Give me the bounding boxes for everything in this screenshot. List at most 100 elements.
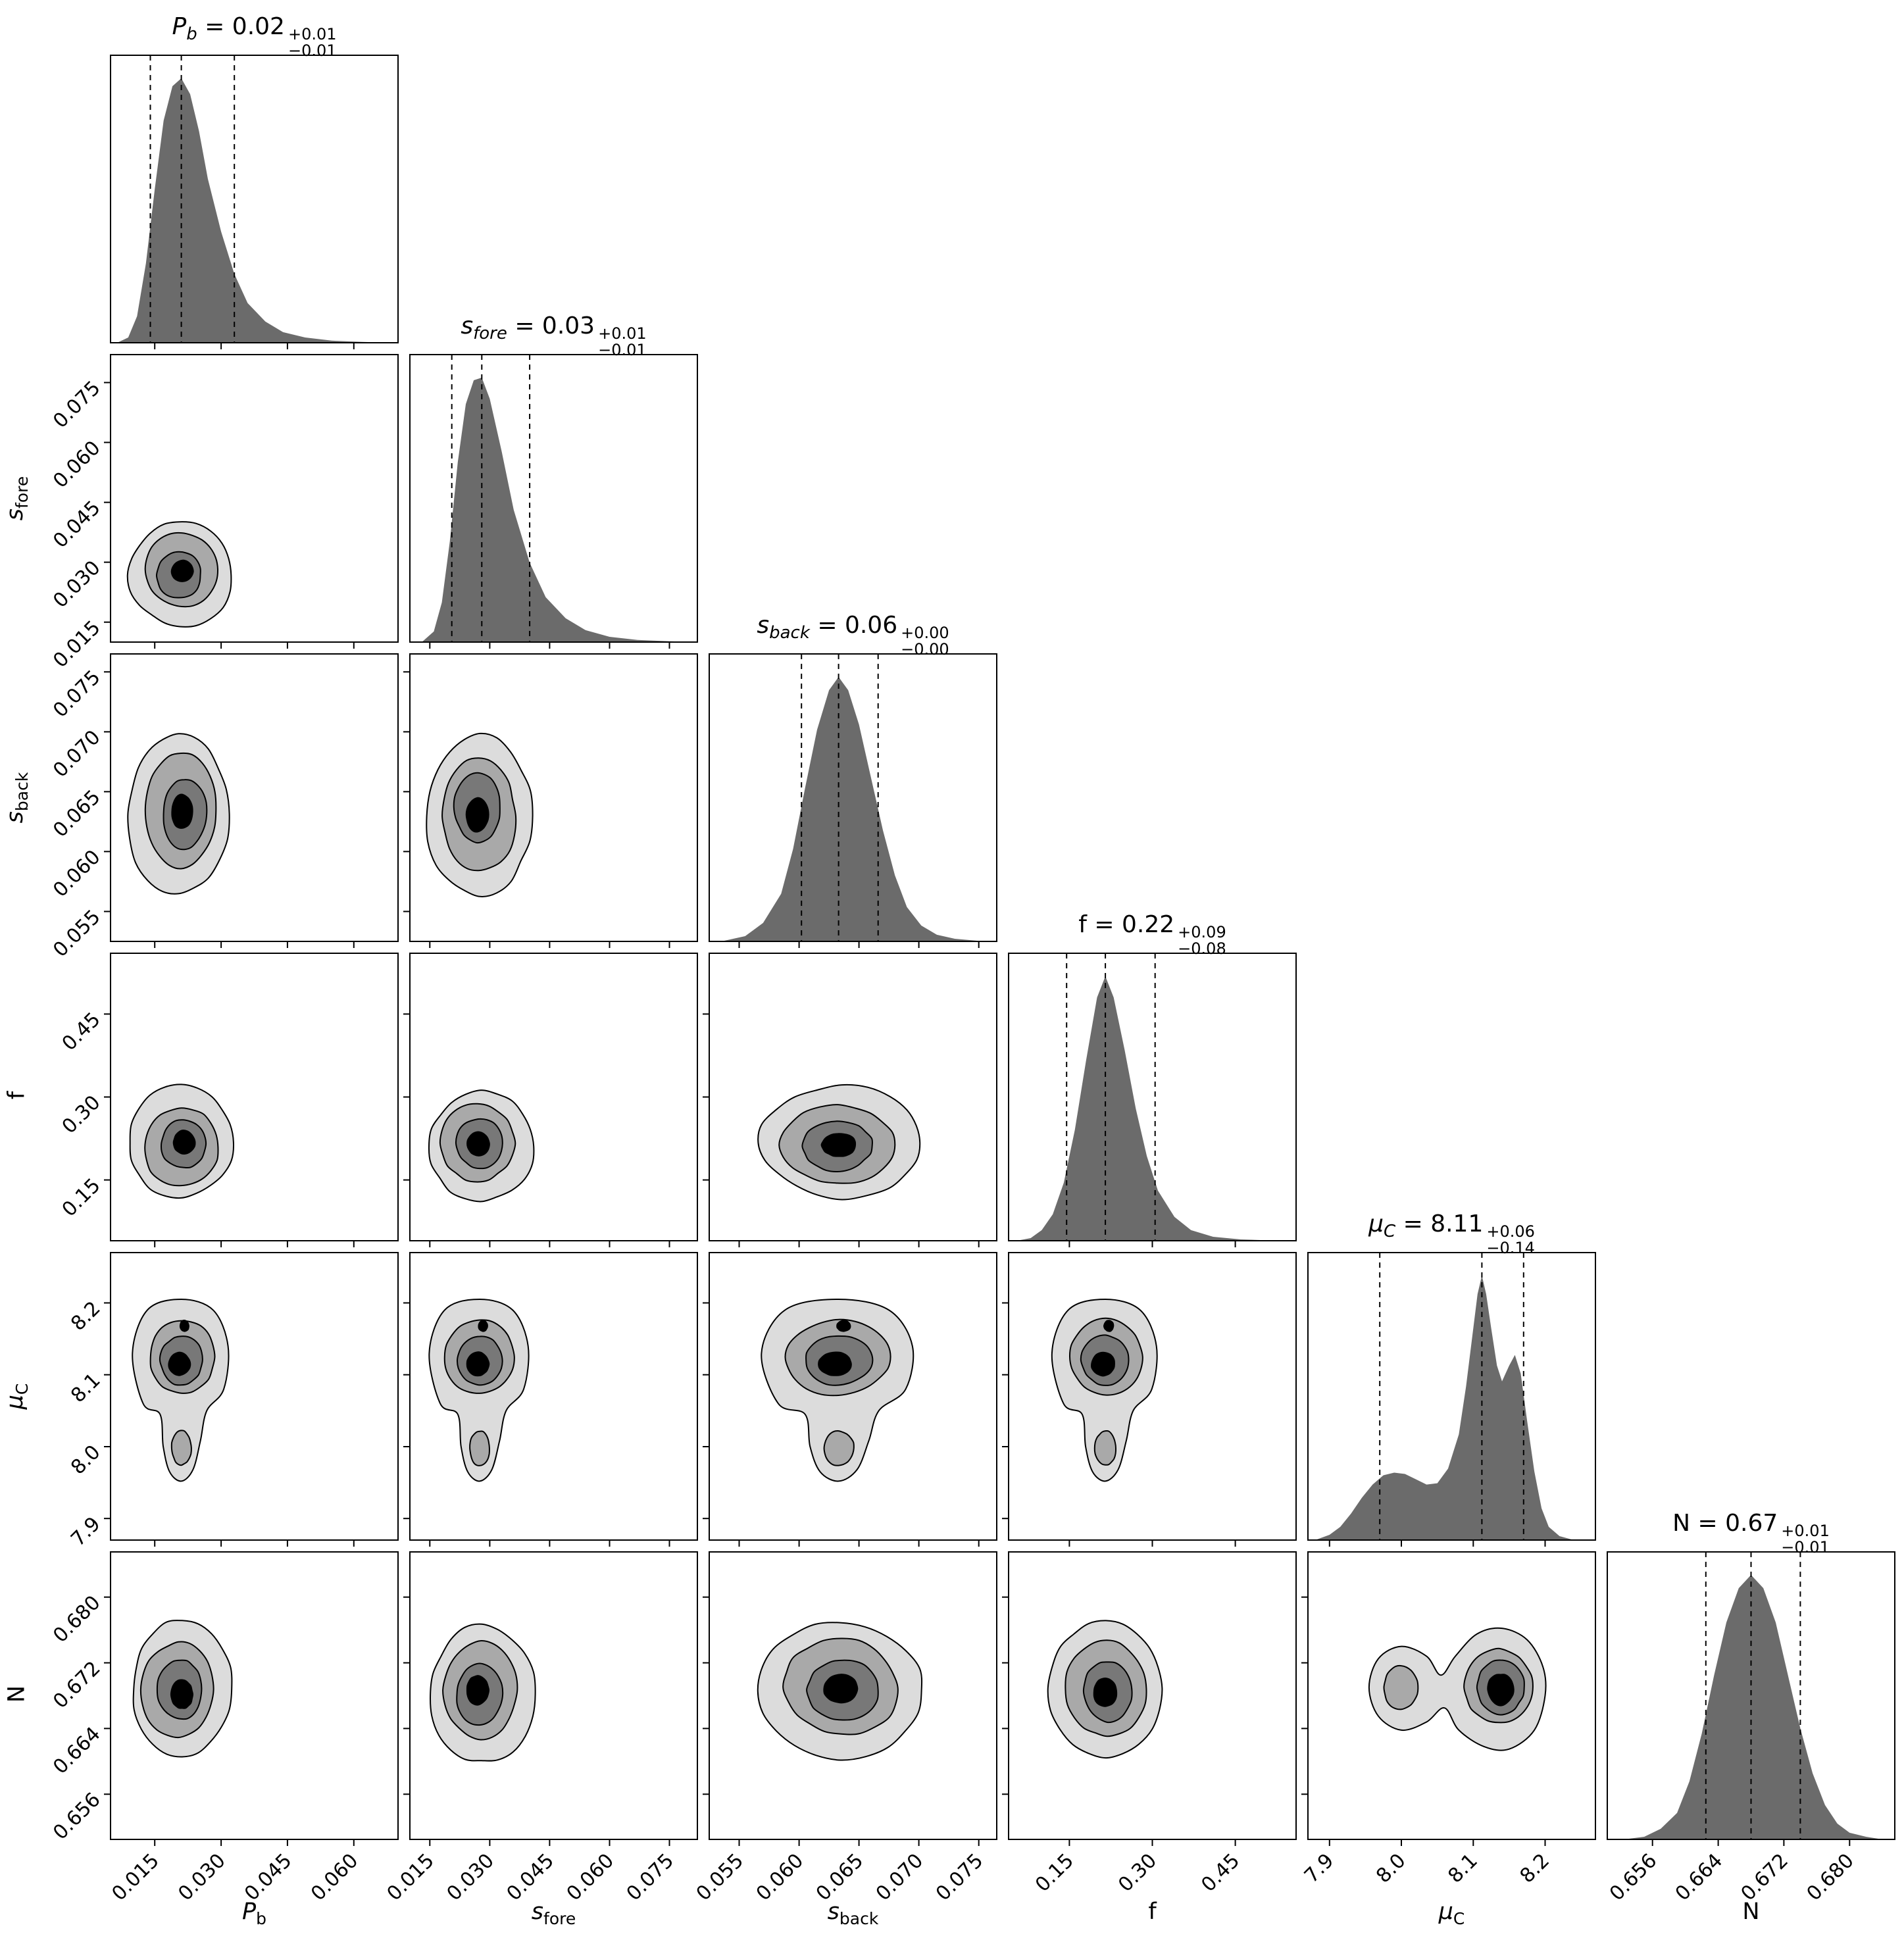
histogram-f bbox=[1016, 976, 1280, 1241]
y-tick-label-f: 0.30 bbox=[58, 1091, 105, 1138]
y-tick-label-sback: 0.065 bbox=[49, 785, 105, 841]
x-tick-label-sfore: 0.075 bbox=[622, 1849, 678, 1905]
contour-l1-f-muC bbox=[1093, 1430, 1117, 1466]
contour-l3-f-N bbox=[1093, 1677, 1118, 1707]
histogram-sback bbox=[721, 677, 985, 941]
title-muc: μC = 8.11 +0.06 −0.14 bbox=[1368, 1210, 1535, 1258]
panel-border-sfore-sfore bbox=[409, 354, 698, 643]
contour-l1-sback-muC bbox=[823, 1430, 855, 1466]
x-axis-label-n: N bbox=[1742, 1899, 1760, 1925]
x-tick-label-f: 0.30 bbox=[1114, 1849, 1161, 1897]
x-tick-label-sback: 0.070 bbox=[872, 1849, 928, 1905]
x-axis-label-sback: sback bbox=[827, 1899, 879, 1928]
panel-sfore-N bbox=[430, 1623, 536, 1762]
y-tick-label-f: 0.45 bbox=[58, 1008, 105, 1055]
x-tick-label-sfore: 0.045 bbox=[503, 1849, 559, 1905]
contour-l3-sfore-N bbox=[466, 1675, 490, 1706]
title-n-minus: −0.01 bbox=[1781, 1538, 1830, 1557]
panel-border-sfore-f bbox=[409, 953, 698, 1241]
panel-Pb-muC bbox=[132, 1298, 230, 1482]
title-sfore: sfore = 0.03 +0.01 −0.01 bbox=[461, 312, 647, 360]
x-tick-label-sback: 0.065 bbox=[812, 1849, 868, 1905]
panel-muC-N bbox=[1368, 1627, 1547, 1751]
y-tick-label-muC: 8.2 bbox=[66, 1297, 105, 1335]
title-f: f = 0.22 +0.09 −0.08 bbox=[1078, 911, 1226, 959]
panel-border-f-muC bbox=[1008, 1252, 1297, 1541]
title-pb: Pb = 0.02 +0.01 −0.01 bbox=[172, 13, 337, 61]
panel-sfore-f bbox=[428, 1089, 535, 1203]
contour-l3-sfore-muC bbox=[478, 1319, 488, 1332]
y-tick-label-muC: 7.9 bbox=[66, 1512, 105, 1551]
y-axis-label-sfore: sfore bbox=[2, 476, 32, 521]
contour-l3-sback-f bbox=[820, 1133, 857, 1157]
panel-border-sfore-sback bbox=[409, 653, 698, 942]
x-axis-label-f: f bbox=[1148, 1899, 1157, 1925]
x-tick-label-N: 0.656 bbox=[1605, 1849, 1661, 1905]
panel-Pb-sback bbox=[127, 733, 230, 895]
x-axis-label-muc: μC bbox=[1438, 1899, 1465, 1928]
panel-muC-muC bbox=[1315, 1253, 1574, 1540]
y-tick-label-muC: 8.1 bbox=[66, 1369, 105, 1407]
panel-Pb-Pb bbox=[117, 55, 389, 343]
title-n-plus: +0.01 bbox=[1781, 1522, 1830, 1540]
y-tick-label-f: 0.15 bbox=[58, 1174, 105, 1222]
x-tick-label-Pb: 0.030 bbox=[174, 1849, 230, 1905]
panel-border-Pb-sfore bbox=[110, 354, 399, 643]
contour-l3-Pb-f bbox=[172, 1130, 196, 1155]
x-tick-label-muC: 8.0 bbox=[1372, 1849, 1410, 1887]
y-axis-label-sback: sback bbox=[2, 772, 32, 824]
panel-border-sfore-muC bbox=[409, 1252, 698, 1541]
x-tick-label-sback: 0.075 bbox=[932, 1849, 988, 1905]
panel-sback-f bbox=[757, 1084, 921, 1201]
x-tick-label-sback: 0.060 bbox=[752, 1849, 808, 1905]
contour-l1-Pb-muC bbox=[170, 1430, 192, 1466]
y-tick-label-sfore: 0.030 bbox=[49, 557, 105, 612]
title-sfore-plus: +0.01 bbox=[598, 324, 647, 343]
panel-border-Pb-N bbox=[110, 1551, 399, 1840]
contour-l3-sfore-muC bbox=[466, 1351, 490, 1377]
y-tick-label-N: 0.656 bbox=[49, 1788, 105, 1844]
panel-f-f bbox=[1016, 953, 1280, 1241]
histogram-sfore bbox=[422, 378, 693, 642]
panel-border-Pb-muC bbox=[110, 1252, 399, 1541]
panel-border-N-N bbox=[1607, 1551, 1895, 1840]
x-tick-label-Pb: 0.060 bbox=[307, 1849, 363, 1905]
contour-l1-muC-N bbox=[1383, 1664, 1419, 1710]
x-tick-label-sback: 0.055 bbox=[692, 1849, 748, 1905]
x-axis-label-sfore: sfore bbox=[531, 1899, 576, 1928]
y-tick-label-sfore: 0.045 bbox=[49, 497, 105, 553]
contour-l3-sback-muC bbox=[818, 1351, 852, 1376]
title-sback-minus: −0.00 bbox=[901, 640, 949, 659]
panel-Pb-sfore bbox=[126, 521, 232, 628]
panel-N-N bbox=[1624, 1552, 1883, 1839]
title-pb-minus: −0.01 bbox=[288, 41, 337, 61]
contour-l3-Pb-sfore bbox=[170, 559, 194, 582]
x-tick-label-sfore: 0.030 bbox=[443, 1849, 499, 1905]
panel-sfore-sback bbox=[426, 732, 534, 897]
y-tick-label-sfore: 0.075 bbox=[49, 376, 105, 432]
panel-border-sback-N bbox=[709, 1551, 997, 1840]
title-muc-minus: −0.14 bbox=[1486, 1239, 1535, 1258]
y-tick-label-sback: 0.075 bbox=[49, 666, 105, 722]
x-tick-label-muC: 8.1 bbox=[1443, 1849, 1482, 1887]
contour-l3-muC-N bbox=[1487, 1674, 1515, 1707]
title-pb-plus: +0.01 bbox=[288, 25, 337, 43]
contour-l3-Pb-sback bbox=[171, 793, 193, 829]
panel-f-N bbox=[1047, 1620, 1163, 1759]
panel-border-Pb-sback bbox=[110, 653, 399, 942]
x-tick-label-N: 0.672 bbox=[1737, 1849, 1793, 1905]
y-axis-label-f: f bbox=[3, 1091, 30, 1100]
x-tick-label-Pb: 0.015 bbox=[107, 1849, 163, 1905]
x-tick-label-muC: 7.9 bbox=[1300, 1849, 1338, 1887]
panel-sback-N bbox=[757, 1622, 923, 1761]
panel-border-Pb-Pb bbox=[110, 55, 399, 343]
title-sfore-minus: −0.01 bbox=[598, 341, 647, 360]
x-tick-label-sfore: 0.060 bbox=[563, 1849, 618, 1905]
y-tick-label-N: 0.672 bbox=[49, 1657, 105, 1713]
panel-border-sback-muC bbox=[709, 1252, 997, 1541]
y-tick-label-sback: 0.060 bbox=[49, 845, 105, 901]
contour-l3-f-muC bbox=[1091, 1351, 1115, 1377]
y-tick-label-muC: 8.0 bbox=[66, 1441, 105, 1479]
